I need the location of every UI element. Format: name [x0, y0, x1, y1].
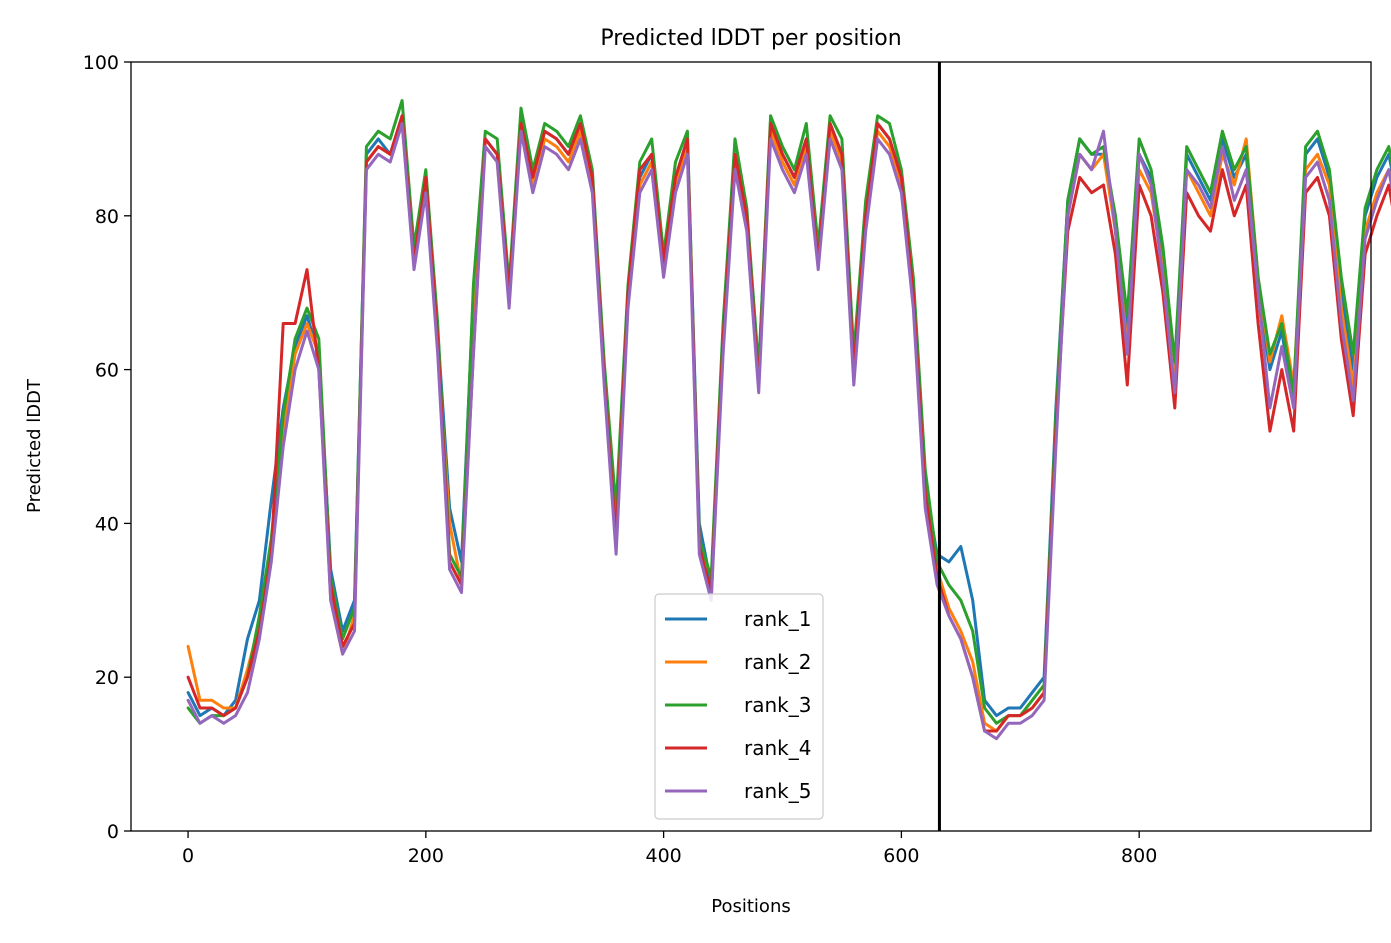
legend-label-rank_4: rank_4: [744, 736, 811, 760]
x-axis-label: Positions: [711, 896, 790, 917]
plot-area-frame: [130, 61, 1372, 832]
y-tick-label: 80: [95, 206, 119, 228]
x-tick-label: 600: [883, 845, 919, 867]
y-tick-label: 100: [83, 52, 119, 74]
x-tick-label: 400: [645, 845, 681, 867]
series-lines: [186, 99, 1391, 741]
series-line-rank_5: [186, 122, 1391, 741]
y-tick-label: 0: [107, 821, 119, 843]
chart-title: Predicted lDDT per position: [600, 26, 901, 51]
x-tick-label: 200: [408, 845, 444, 867]
legend: rank_1 rank_2 rank_3 rank_4 rank_5: [654, 593, 824, 820]
legend-label-rank_1: rank_1: [744, 607, 811, 631]
x-axis-ticks: 0 200 400 600 800: [182, 831, 1157, 867]
y-tick-label: 60: [95, 360, 119, 382]
legend-label-rank_5: rank_5: [744, 779, 811, 803]
legend-label-rank_2: rank_2: [744, 650, 811, 674]
x-tick-label: 800: [1121, 845, 1157, 867]
legend-box: [654, 593, 824, 820]
legend-label-rank_3: rank_3: [744, 693, 811, 717]
x-tick-label: 0: [182, 845, 194, 867]
y-tick-label: 20: [95, 667, 119, 689]
y-axis-label: Predicted lDDT: [24, 378, 45, 513]
y-tick-label: 40: [95, 513, 119, 535]
y-axis-ticks: 0 20 40 60 80 100: [83, 52, 131, 843]
